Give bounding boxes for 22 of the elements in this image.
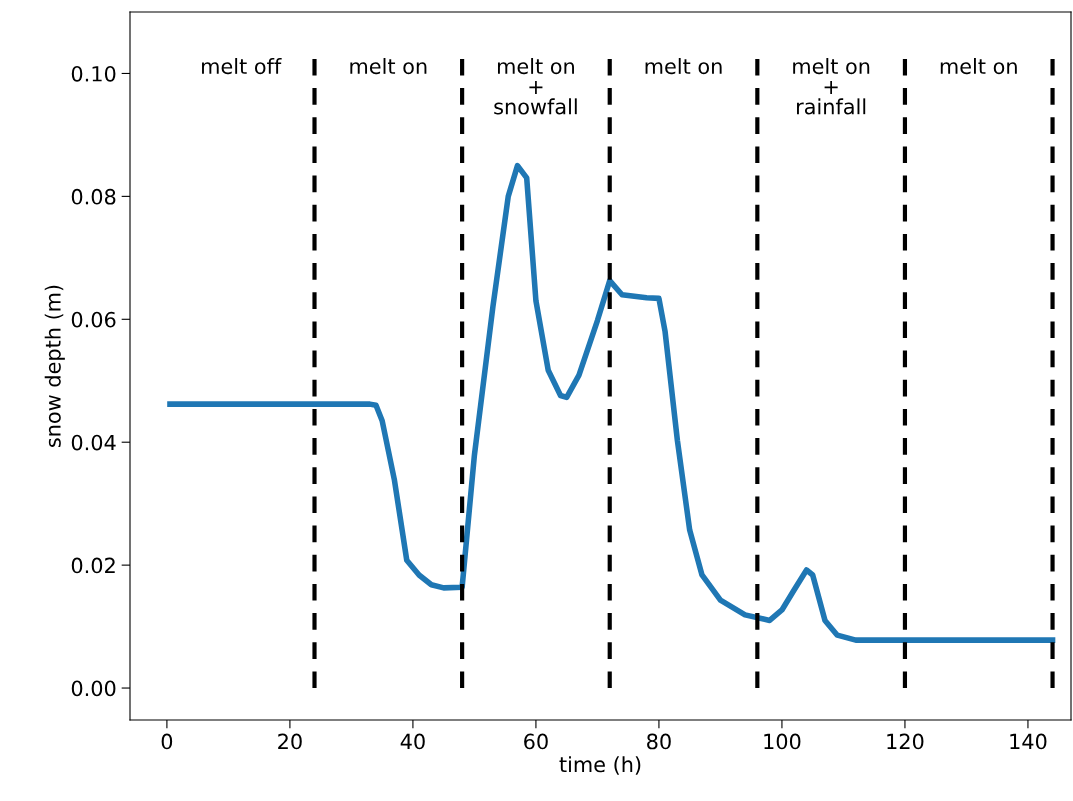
y-tick-label: 0.00: [71, 680, 116, 697]
annotation: melt on + rainfall: [793, 58, 870, 115]
y-tick-label: 0.06: [71, 311, 116, 328]
y-tick-label: 0.02: [71, 557, 115, 574]
y-tick-label: 0.04: [71, 434, 116, 451]
x-tick-label: 0: [161, 733, 173, 750]
annotation: melt on + snowfall: [494, 58, 577, 115]
x-tick-label: 120: [887, 733, 924, 750]
x-tick-label: 60: [524, 733, 548, 750]
x-tick-label: 20: [278, 733, 302, 750]
y-tick-label: 0.08: [71, 188, 116, 205]
annotation: melt on: [645, 58, 722, 75]
x-tick-label: 80: [647, 733, 671, 750]
x-axis-title: time (h): [559, 756, 641, 775]
annotation: melt on: [940, 58, 1017, 75]
y-axis-title: snow depth (m): [44, 285, 65, 448]
y-tick-label: 0.10: [71, 65, 116, 82]
annotation: melt off: [202, 58, 282, 75]
x-tick-label: 100: [764, 733, 801, 750]
x-tick-label: 40: [400, 733, 425, 750]
x-tick-label: 140: [1010, 733, 1047, 750]
annotation: melt on: [350, 58, 427, 75]
